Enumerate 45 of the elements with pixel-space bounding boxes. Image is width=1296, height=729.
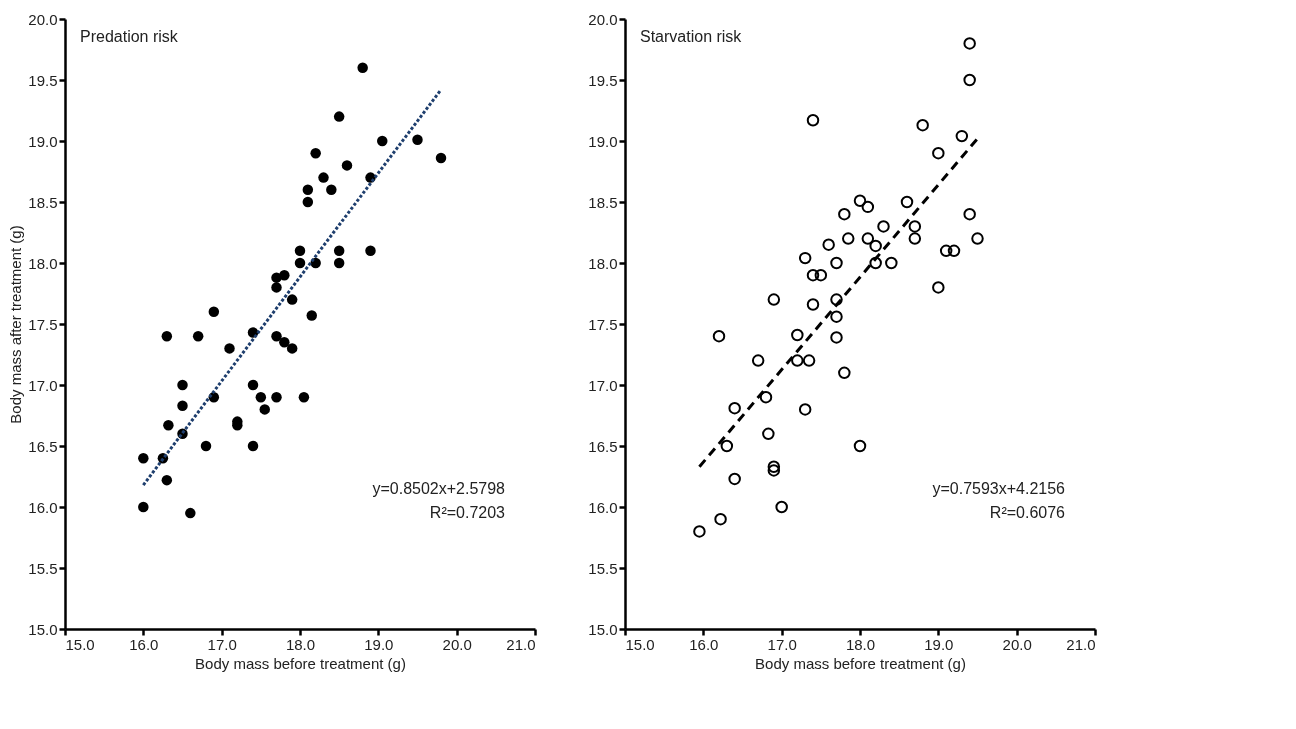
y-tick-label: 17.5 [28, 315, 58, 333]
x-axis-title: Body mass before treatment (g) [195, 654, 406, 672]
y-tick-label: 20.0 [588, 10, 618, 28]
x-tick-label: 15.0 [65, 635, 95, 653]
y-tick-label: 15.5 [28, 559, 58, 577]
x-tick-label: 18.0 [845, 635, 876, 653]
x-tick-label: 18.0 [285, 635, 316, 653]
x-tick-label: 19.0 [364, 635, 394, 653]
x-tick-label: 20.0 [442, 635, 472, 653]
y-tick-label: 18.0 [28, 254, 58, 272]
annotation: Starvation risk [640, 28, 743, 45]
y-tick-label: 15.5 [588, 559, 618, 577]
x-tick-label: 19.0 [924, 635, 954, 653]
x-tick-label: 21.0 [506, 635, 536, 653]
annotation: y=0.7593x+4.2156 [932, 480, 1066, 497]
annotation: Predation risk [80, 28, 179, 45]
y-tick-label: 18.5 [28, 193, 58, 211]
y-tick-label: 19.5 [28, 71, 58, 89]
annotation: y=0.8502x+2.5798 [372, 480, 506, 497]
y-tick-label: 16.5 [588, 437, 618, 455]
y-tick-label: 17.0 [588, 376, 618, 394]
y-tick-label: 17.0 [28, 376, 58, 394]
x-tick-label: 16.0 [689, 635, 719, 653]
x-tick-label: 17.0 [207, 635, 237, 653]
y-tick-label: 16.0 [28, 498, 58, 516]
x-axis-title: Body mass before treatment (g) [755, 654, 966, 672]
y-tick-label: 19.0 [28, 132, 58, 150]
x-tick-label: 15.0 [625, 635, 655, 653]
y-tick-label: 15.0 [28, 620, 58, 638]
annotation: R²=0.7203 [429, 504, 506, 521]
x-tick-label: 20.0 [1002, 635, 1032, 653]
x-tick-label: 17.0 [767, 635, 797, 653]
y-tick-label: 18.5 [588, 193, 618, 211]
x-tick-label: 16.0 [129, 635, 159, 653]
x-tick-label: 21.0 [1066, 635, 1096, 653]
y-tick-label: 17.5 [588, 315, 618, 333]
y-tick-label: 20.0 [28, 10, 58, 28]
y-tick-label: 16.0 [588, 498, 618, 516]
y-tick-label: 19.0 [588, 132, 618, 150]
y-tick-label: 15.0 [588, 620, 618, 638]
y-axis-title: Body mass after treatment (g) [7, 225, 25, 424]
annotation: R²=0.6076 [989, 504, 1066, 521]
y-tick-label: 19.5 [588, 71, 618, 89]
y-tick-label: 18.0 [588, 254, 618, 272]
y-tick-label: 16.5 [28, 437, 58, 455]
